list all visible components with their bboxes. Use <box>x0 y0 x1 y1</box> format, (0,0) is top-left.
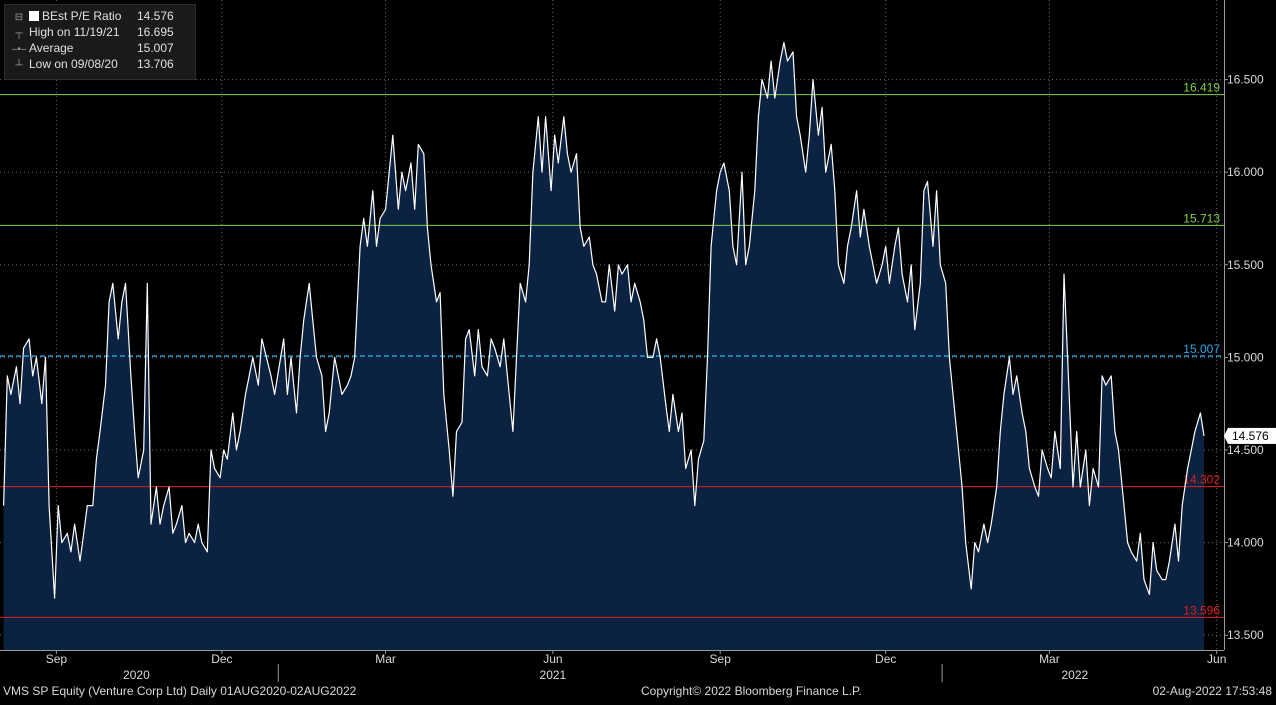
x-tick-label: Dec <box>211 652 232 666</box>
series-area <box>3 42 1205 651</box>
x-tick-label: Jun <box>543 652 562 666</box>
legend-swatch <box>29 11 39 21</box>
legend-label: Average <box>29 41 74 55</box>
series-line <box>3 42 1205 599</box>
y-tick-label: 15.000 <box>1227 350 1264 364</box>
y-tick-label: 16.000 <box>1227 165 1264 179</box>
y-tick-label: 14.500 <box>1227 443 1264 457</box>
legend-item-series: ⊟ BEst P/E Ratio 14.576 <box>9 8 174 24</box>
x-year-label: 2020 <box>123 668 150 682</box>
x-axis: Sep Dec Mar Jun Sep Dec Mar Jun 2020 2021 2022 <box>46 650 1226 682</box>
legend-item-high: ┬ High on 11/19/21 16.695 <box>9 24 174 40</box>
low-marker-icon: ┴ <box>15 60 23 71</box>
series-fill <box>3 42 1205 651</box>
last-value-label: 14.576 <box>1232 429 1269 443</box>
reference-line-label: 14.302 <box>1183 473 1220 487</box>
x-tick-label: Dec <box>875 652 896 666</box>
legend-label: Low on 09/08/20 <box>29 57 118 71</box>
y-tick-label: 15.500 <box>1227 258 1264 272</box>
security-description: VMS SP Equity (Venture Corp Ltd) Daily 0… <box>3 684 357 698</box>
legend-expand-icon[interactable]: ⊟ <box>14 12 24 23</box>
high-marker-icon: ┬ <box>15 28 23 39</box>
legend: ⊟ BEst P/E Ratio 14.576 ┬ High on 11/19/21 1… <box>4 4 196 80</box>
plot-frame <box>0 0 1225 651</box>
x-year-label: 2021 <box>540 668 567 682</box>
x-tick-label: Sep <box>710 652 732 666</box>
y-tick-label: 16.500 <box>1227 73 1264 87</box>
legend-item-low: ┴ Low on 09/08/20 13.706 <box>9 56 174 72</box>
x-tick-label: Sep <box>46 652 68 666</box>
x-tick-label: Jun <box>1207 652 1226 666</box>
legend-label: BEst P/E Ratio <box>42 9 122 23</box>
average-marker-icon: –•– <box>11 44 27 55</box>
legend-value: 16.695 <box>137 25 174 39</box>
last-value-marker: 14.576 <box>1224 427 1276 444</box>
last-value-pointer <box>1224 427 1228 444</box>
reference-line-label: 15.007 <box>1183 342 1220 356</box>
x-tick-label: Mar <box>375 652 396 666</box>
legend-value: 15.007 <box>137 41 174 55</box>
y-tick-label: 13.500 <box>1227 628 1264 642</box>
last-value-box <box>1228 427 1276 444</box>
legend-value: 13.706 <box>137 57 174 71</box>
y-tick-label: 14.000 <box>1227 536 1264 550</box>
reference-line-label: 15.713 <box>1183 211 1220 225</box>
legend-value: 14.576 <box>137 9 174 23</box>
series-line-group <box>3 42 1205 599</box>
timestamp: 02-Aug-2022 17:53:48 <box>1152 684 1272 698</box>
x-tick-label: Mar <box>1039 652 1060 666</box>
legend-item-average: –•– Average 15.007 <box>9 40 174 56</box>
legend-label: High on 11/19/21 <box>29 25 120 39</box>
y-axis: 13.500 14.000 14.500 15.000 15.500 16.000 16.5… <box>1224 73 1264 642</box>
reference-lines: 16.419 15.713 15.007 14.302 13.596 <box>0 81 1224 618</box>
x-year-label: 2022 <box>1062 668 1089 682</box>
reference-line-label: 13.596 <box>1183 603 1220 617</box>
reference-line-label: 16.419 <box>1183 81 1220 95</box>
copyright-notice: Copyright© 2022 Bloomberg Finance L.P. <box>641 684 862 698</box>
